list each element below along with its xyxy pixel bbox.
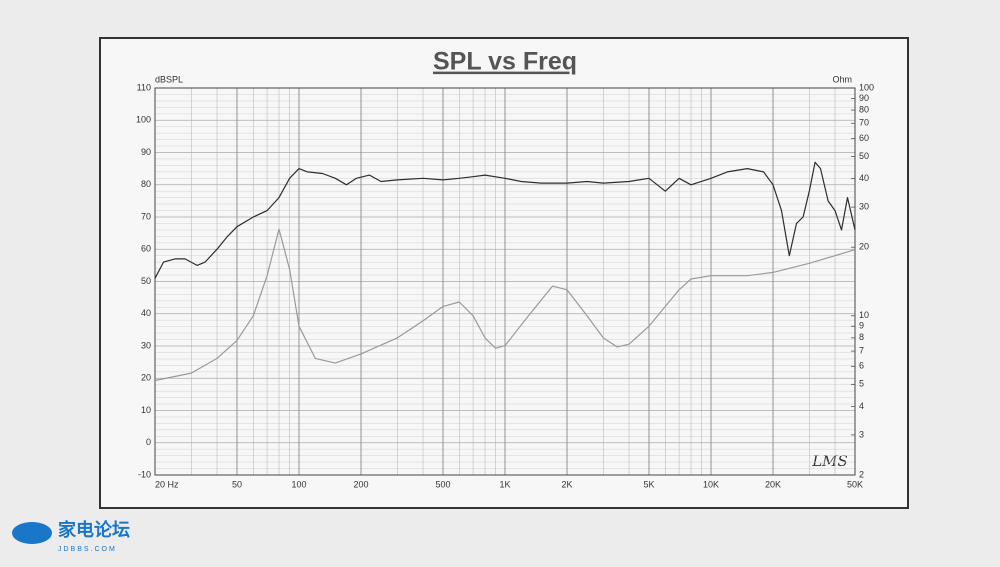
y-tick-label: 80 bbox=[141, 179, 151, 189]
watermark: 家电论坛 JDBBS.COM bbox=[12, 519, 130, 553]
y2-tick-label: 60 bbox=[859, 133, 869, 143]
x-tick-label: 500 bbox=[435, 479, 450, 489]
y-tick-label: 90 bbox=[141, 147, 151, 157]
series-line bbox=[154, 161, 856, 279]
y-tick-label: 0 bbox=[146, 437, 151, 447]
x-tick-label: 2K bbox=[562, 479, 573, 489]
x-tick-label: 20 Hz bbox=[155, 479, 179, 489]
y-tick-label: 10 bbox=[141, 405, 151, 415]
y-tick-label: 100 bbox=[136, 115, 151, 125]
x-tick-label: 200 bbox=[353, 479, 368, 489]
y2-tick-label: 4 bbox=[859, 401, 864, 411]
y-tick-label: 30 bbox=[141, 340, 151, 350]
y-tick-label: 50 bbox=[141, 276, 151, 286]
y2-tick-label: 5 bbox=[859, 379, 864, 389]
x-tick-label: 10K bbox=[703, 479, 719, 489]
y2-tick-label: 30 bbox=[859, 201, 869, 211]
y-tick-label: 40 bbox=[141, 308, 151, 318]
y-tick-label: 60 bbox=[141, 244, 151, 254]
y2-tick-label: 2 bbox=[859, 469, 864, 479]
y-tick-label: 70 bbox=[141, 211, 151, 221]
y-tick-label: 20 bbox=[141, 373, 151, 383]
y-axis-label: dBSPL bbox=[155, 74, 183, 84]
y2-tick-label: 8 bbox=[859, 332, 864, 342]
y2-tick-label: 90 bbox=[859, 93, 869, 103]
y2-tick-label: 9 bbox=[859, 321, 864, 331]
annotation: LMS bbox=[811, 452, 848, 470]
series-line bbox=[154, 228, 856, 382]
plot-border bbox=[154, 87, 856, 476]
y-tick-label: 110 bbox=[137, 82, 151, 92]
chart-frame bbox=[99, 37, 909, 509]
y2-tick-label: 3 bbox=[859, 429, 864, 439]
y2-axis-label: Ohm bbox=[832, 74, 852, 84]
y2-tick-label: 80 bbox=[859, 104, 869, 114]
chart-title: SPL vs Freq bbox=[433, 48, 577, 76]
x-tick-label: 100 bbox=[291, 479, 306, 489]
y2-tick-label: 70 bbox=[859, 118, 869, 128]
x-tick-label: 1K bbox=[499, 479, 510, 489]
x-tick-label: 50 bbox=[232, 479, 242, 489]
y2-tick-label: 6 bbox=[859, 361, 864, 371]
watermark-name: 家电论坛 bbox=[58, 519, 130, 540]
y2-tick-label: 7 bbox=[859, 345, 864, 355]
y2-tick-label: 100 bbox=[859, 82, 874, 92]
x-tick-label: 20K bbox=[765, 479, 781, 489]
watermark-site: JDBBS.COM bbox=[58, 546, 117, 553]
x-tick-label: 5K bbox=[643, 479, 654, 489]
y2-tick-label: 20 bbox=[859, 242, 869, 252]
logo bbox=[12, 522, 52, 544]
y2-tick-label: 50 bbox=[859, 151, 869, 161]
y2-tick-label: 40 bbox=[859, 173, 869, 183]
y-tick-label: -10 bbox=[138, 469, 151, 479]
y2-tick-label: 10 bbox=[859, 310, 869, 320]
x-tick-label: 50K bbox=[847, 479, 863, 489]
